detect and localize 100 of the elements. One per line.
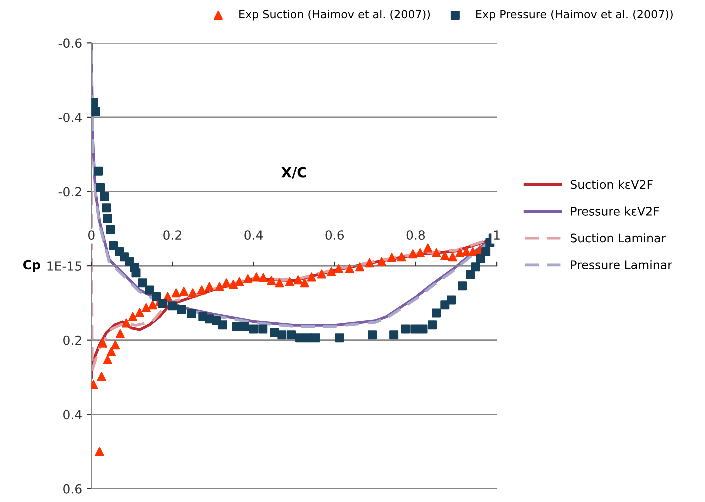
point (252, 272, 262, 282)
point (187, 309, 196, 318)
point (401, 324, 410, 334)
point (294, 276, 303, 285)
point (102, 204, 112, 213)
legend-label: Suction Laminar (570, 234, 666, 243)
point (232, 322, 242, 332)
point (418, 324, 428, 334)
point (440, 252, 450, 261)
point (377, 257, 386, 266)
point (122, 318, 132, 328)
point (397, 252, 406, 262)
point (390, 330, 399, 340)
point (456, 248, 465, 258)
y-tick-label: 1E-15 (48, 262, 82, 271)
point (408, 250, 418, 259)
x-tick-label: 0.8 (406, 230, 426, 240)
point (132, 268, 141, 278)
point (135, 308, 144, 318)
point (106, 226, 116, 235)
y-tick-label: 0.6 (64, 484, 82, 494)
point (327, 268, 336, 277)
y-tick-label: 0.4 (64, 410, 82, 420)
point (311, 334, 320, 343)
point (466, 270, 476, 280)
y-axis-title: Cp (23, 260, 40, 272)
point (476, 254, 486, 264)
legend-label: Pressure Laminar (571, 260, 672, 270)
point (267, 276, 276, 286)
point (103, 356, 112, 365)
point (240, 322, 250, 332)
x-tick-label: 0.2 (164, 230, 182, 240)
point (111, 340, 120, 350)
point (424, 244, 433, 253)
point (152, 292, 162, 302)
point (107, 347, 116, 356)
x-tick-label: 0 (88, 230, 95, 240)
y-tick-label: -0.6 (58, 38, 82, 48)
point (142, 304, 151, 313)
point (410, 324, 420, 334)
point (285, 278, 294, 287)
point (300, 278, 310, 288)
point (334, 264, 344, 274)
point (145, 286, 154, 295)
point (388, 253, 397, 262)
x-axis-title: X/C (282, 167, 306, 179)
y-tick-label: -0.4 (58, 112, 82, 122)
point (249, 324, 258, 334)
point (222, 278, 232, 288)
point (447, 296, 456, 305)
point (278, 330, 287, 340)
point (138, 278, 148, 288)
point (428, 320, 438, 330)
point (258, 324, 268, 334)
point (158, 299, 168, 308)
point (416, 248, 425, 258)
point (163, 292, 172, 302)
point (197, 286, 206, 295)
legend-label: Suction kεV2F (570, 180, 653, 190)
point (215, 282, 224, 292)
point (168, 302, 178, 311)
point (432, 308, 442, 318)
point (244, 274, 253, 284)
point (458, 282, 468, 291)
point (275, 278, 284, 288)
point (109, 242, 118, 250)
point (471, 262, 480, 272)
point (180, 287, 189, 296)
point (92, 107, 100, 116)
point (97, 372, 106, 382)
point (95, 447, 104, 456)
point (116, 330, 125, 339)
point (468, 247, 478, 256)
point (335, 334, 344, 343)
x-tick-label: 0.4 (244, 230, 264, 240)
point (100, 192, 110, 202)
point (128, 312, 138, 322)
point (356, 262, 365, 272)
legend-label: Exp Suction (Haimov et al. (2007)) (240, 10, 430, 21)
point (218, 320, 228, 330)
point (94, 166, 104, 176)
point (432, 248, 442, 258)
point (365, 258, 374, 268)
point (304, 334, 313, 343)
point (98, 338, 108, 348)
legend-label: Exp Pressure (Haimov et al. (2007)) (476, 10, 673, 21)
point (229, 280, 238, 290)
x-tick-label: 0.6 (326, 230, 344, 240)
point (96, 184, 106, 193)
point (259, 273, 268, 282)
point (448, 252, 458, 262)
point (296, 334, 305, 343)
y-tick-label: 0.2 (64, 336, 82, 346)
point (148, 300, 158, 310)
point (482, 247, 491, 256)
y-tick-label: -0.2 (58, 187, 82, 197)
point (205, 282, 214, 292)
point (235, 278, 244, 287)
point (345, 264, 354, 274)
point (103, 214, 112, 224)
